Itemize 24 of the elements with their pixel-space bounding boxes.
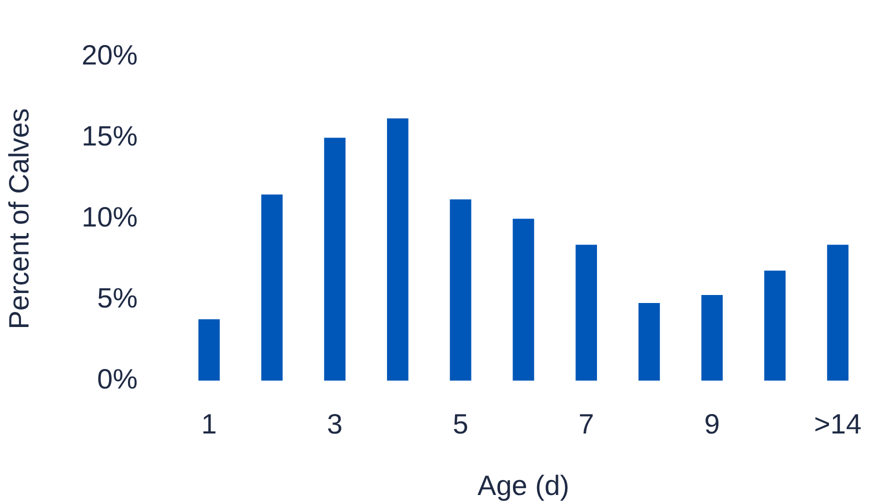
bar: [576, 244, 597, 381]
y-tick-label: 0%: [97, 364, 138, 395]
x-tick-label: 9: [704, 408, 720, 440]
x-tick-label: 5: [452, 408, 468, 440]
y-tick-label: 15%: [82, 120, 138, 152]
bar: [198, 319, 220, 381]
bar: [701, 294, 723, 381]
bar: [450, 199, 472, 381]
x-axis-title: Age (d): [478, 470, 570, 501]
y-axis-title: Percent of Calves: [4, 108, 35, 330]
x-tick-label: 1: [201, 408, 217, 440]
x-tick-label: 7: [578, 408, 594, 440]
y-tick-label: 10%: [82, 202, 138, 233]
x-tick-label: 3: [327, 408, 343, 440]
bar: [387, 118, 408, 381]
bar: [827, 244, 848, 381]
bar: [512, 218, 534, 381]
bar: [324, 138, 346, 381]
bar: [764, 270, 786, 381]
bar: [261, 194, 283, 381]
x-tick-label: >14: [814, 408, 862, 440]
bar: [638, 303, 660, 381]
y-tick-label: 20%: [82, 40, 138, 71]
y-tick-label: 5%: [97, 282, 138, 314]
